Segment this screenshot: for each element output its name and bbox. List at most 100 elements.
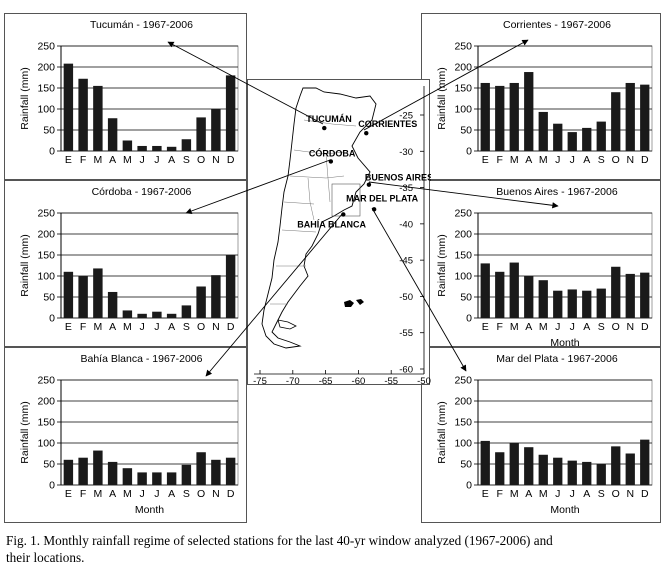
x-tick-label: J [570,321,575,333]
bar-10 [611,266,621,318]
y-tick-label: 50 [43,292,55,304]
y-axis-label: Rainfall (mm) [436,67,448,129]
x-tick-label: E [482,154,489,166]
bar-5 [122,468,133,485]
bar-10 [611,446,621,485]
x-tick-label: M [94,154,103,166]
bar-4 [107,118,118,151]
x-axis-label: Month [550,504,579,516]
x-tick-label: D [641,321,649,333]
x-tick-label: S [598,488,605,500]
x-tick-label: A [109,488,116,500]
bar-12 [640,84,650,151]
x-tick-label: M [123,488,132,500]
x-tick-label: J [570,154,575,166]
y-tick-label: 250 [454,375,472,387]
y-tick-label: 250 [454,208,472,220]
bar-1 [480,82,490,151]
chart-panel-mar-del-plata: Mar del Plata - 1967-2006 0 50 100 150 200 250… [421,347,661,523]
y-tick-label: 200 [454,229,472,241]
x-tick-label: A [109,321,116,333]
x-tick-label: J [570,488,575,500]
bar-10 [196,117,206,151]
y-tick-label: 50 [43,459,55,471]
x-tick-label: J [555,488,560,500]
x-tick-label: N [626,488,634,500]
bar-3 [509,82,519,151]
x-tick-label: E [482,321,489,333]
map-panel: TUCUMÁN CORRIENTES CÓRDOBA BUENOS AIRES MAR … [247,79,431,386]
x-tick-label: F [497,488,503,500]
bar-5 [122,140,133,151]
y-tick-label: 100 [454,271,472,283]
map-y-tick-label: -60 [399,365,413,376]
bar-9 [181,139,192,151]
x-tick-label: S [598,321,605,333]
x-tick-label: A [583,488,590,500]
x-tick-label: O [197,321,205,333]
y-tick-label: 0 [49,313,55,325]
y-tick-label: 200 [37,396,55,408]
bar-3 [509,262,519,318]
x-tick-label: N [626,154,634,166]
x-tick-label: A [168,321,175,333]
chart-panel-bahia-blanca: Bahía Blanca - 1967-2006 0 50 100 150 200 250 E… [4,347,247,523]
map-x-tick-label: -70 [286,376,300,386]
chart-title: Mar del Plata - 1967-2006 [496,353,618,365]
map-y-tick-label: -30 [399,147,413,158]
bar-10 [196,286,206,318]
bar-3 [93,268,103,318]
bar-2 [78,78,88,151]
bar-12 [640,439,650,485]
x-tick-label: A [583,321,590,333]
y-axis-label: Rainfall (mm) [436,401,448,463]
bar-12 [225,75,236,151]
bar-7 [567,289,577,318]
bar-6 [553,457,563,485]
map-x-tick-label: -75 [253,376,267,386]
x-tick-label: E [482,488,489,500]
x-tick-label: A [109,154,116,166]
x-tick-label: D [227,321,235,333]
bar-11 [625,273,635,318]
x-tick-label: D [227,488,235,500]
x-tick-label: J [555,321,560,333]
x-tick-label: J [140,154,145,166]
x-tick-label: E [65,154,72,166]
bar-11 [211,275,221,318]
bar-2 [78,276,88,318]
station-dot-cordoba [328,159,334,164]
bar-7 [567,460,577,485]
station-label-tucuman: TUCUMÁN [306,114,352,124]
y-tick-label: 50 [460,459,472,471]
x-tick-label: J [154,321,159,333]
map-x-tick-label: -65 [319,376,333,386]
x-tick-label: N [212,321,220,333]
bar-5 [538,454,548,485]
y-tick-label: 100 [454,104,472,116]
y-tick-label: 250 [37,375,55,387]
x-tick-label: M [510,321,519,333]
x-tick-label: M [510,488,519,500]
bar-1 [63,63,74,151]
x-tick-label: N [212,488,220,500]
x-tick-label: M [539,154,548,166]
x-tick-label: A [583,154,590,166]
bar-8 [582,461,592,485]
x-tick-label: D [641,488,649,500]
y-tick-label: 50 [460,292,472,304]
bar-10 [611,92,621,151]
chart-title: Córdoba - 1967-2006 [92,186,192,198]
map-y-tick-label: -25 [399,111,413,122]
x-tick-label: E [65,321,72,333]
bar-12 [640,272,650,318]
bar-2 [495,271,505,318]
bar-6 [137,145,147,151]
x-tick-label: J [140,488,145,500]
y-tick-label: 150 [454,417,472,429]
station-dot-tucuman [322,125,327,131]
x-tick-label: A [168,488,175,500]
chart-panel-buenos-aires: Buenos Aires - 1967-2006 0 50 100 150 200 250 E… [421,180,661,347]
x-tick-label: O [612,321,620,333]
